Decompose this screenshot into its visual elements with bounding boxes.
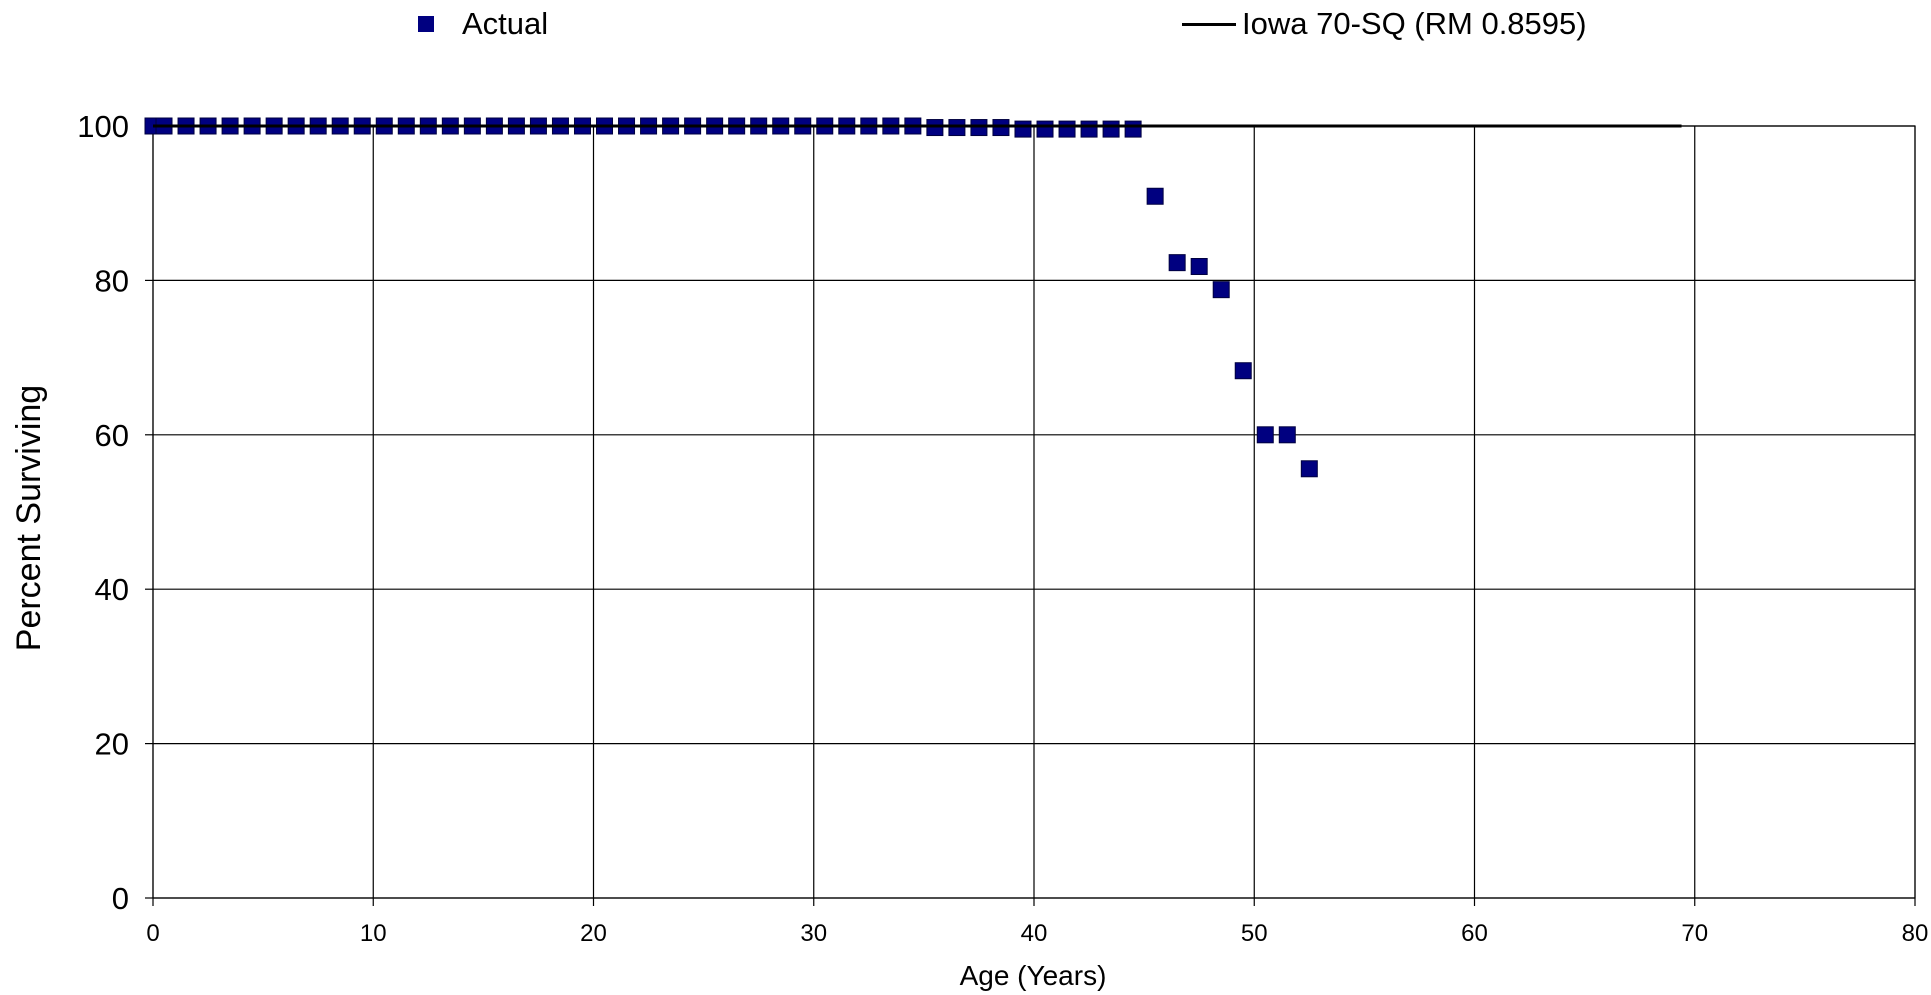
- grid: [152, 125, 1916, 899]
- y-axis-label: Percent Surviving: [10, 385, 48, 651]
- actual-point: [1212, 281, 1230, 299]
- x-tick-label-30: 30: [800, 920, 827, 947]
- x-tick-label-50: 50: [1241, 920, 1268, 947]
- y-tick-label-40: 40: [95, 572, 129, 607]
- axes: [145, 125, 1916, 906]
- y-tick-label-20: 20: [95, 727, 129, 762]
- legend-item-iowa: Iowa 70-SQ (RM 0.8595): [1182, 6, 1587, 42]
- actual-point: [1014, 120, 1032, 138]
- y-tick-label-100: 100: [77, 109, 129, 144]
- tick-labels: 0 10 20 30 40 50 60 70 80 0 20 40 60 80 100: [77, 109, 1928, 947]
- actual-point: [1278, 426, 1296, 444]
- legend-label-iowa: Iowa 70-SQ (RM 0.8595): [1242, 6, 1587, 41]
- actual-point: [1190, 258, 1208, 276]
- series-0: [144, 117, 1318, 478]
- actual-point: [1300, 460, 1318, 478]
- actual-point: [1124, 120, 1142, 138]
- x-tick-label-40: 40: [1021, 920, 1048, 947]
- legend-line-marker-icon: [1182, 22, 1236, 26]
- x-tick-label-60: 60: [1461, 920, 1488, 947]
- actual-point: [1168, 254, 1186, 272]
- legend-square-marker-icon: [418, 16, 434, 32]
- actual-point: [1036, 120, 1054, 138]
- x-tick-label-10: 10: [360, 920, 387, 947]
- actual-point: [1058, 120, 1076, 138]
- actual-point: [1234, 362, 1252, 380]
- x-tick-label-0: 0: [146, 920, 159, 947]
- series: [144, 117, 1682, 478]
- actual-point: [1102, 120, 1120, 138]
- actual-point: [948, 119, 966, 137]
- x-tick-label-20: 20: [580, 920, 607, 947]
- y-tick-label-0: 0: [112, 881, 129, 916]
- actual-point: [1080, 120, 1098, 138]
- actual-point: [992, 119, 1010, 137]
- x-tick-label-70: 70: [1681, 920, 1708, 947]
- y-tick-label-60: 60: [95, 418, 129, 453]
- actual-point: [1146, 187, 1164, 205]
- x-axis-label: Age (Years): [960, 960, 1107, 991]
- legend-label-actual: Actual: [462, 6, 549, 41]
- actual-point: [1256, 426, 1274, 444]
- legend-item-actual: Actual: [418, 6, 548, 42]
- y-tick-label-80: 80: [95, 263, 129, 298]
- actual-point: [970, 119, 988, 137]
- x-tick-label-80: 80: [1902, 920, 1929, 947]
- actual-point: [926, 119, 944, 137]
